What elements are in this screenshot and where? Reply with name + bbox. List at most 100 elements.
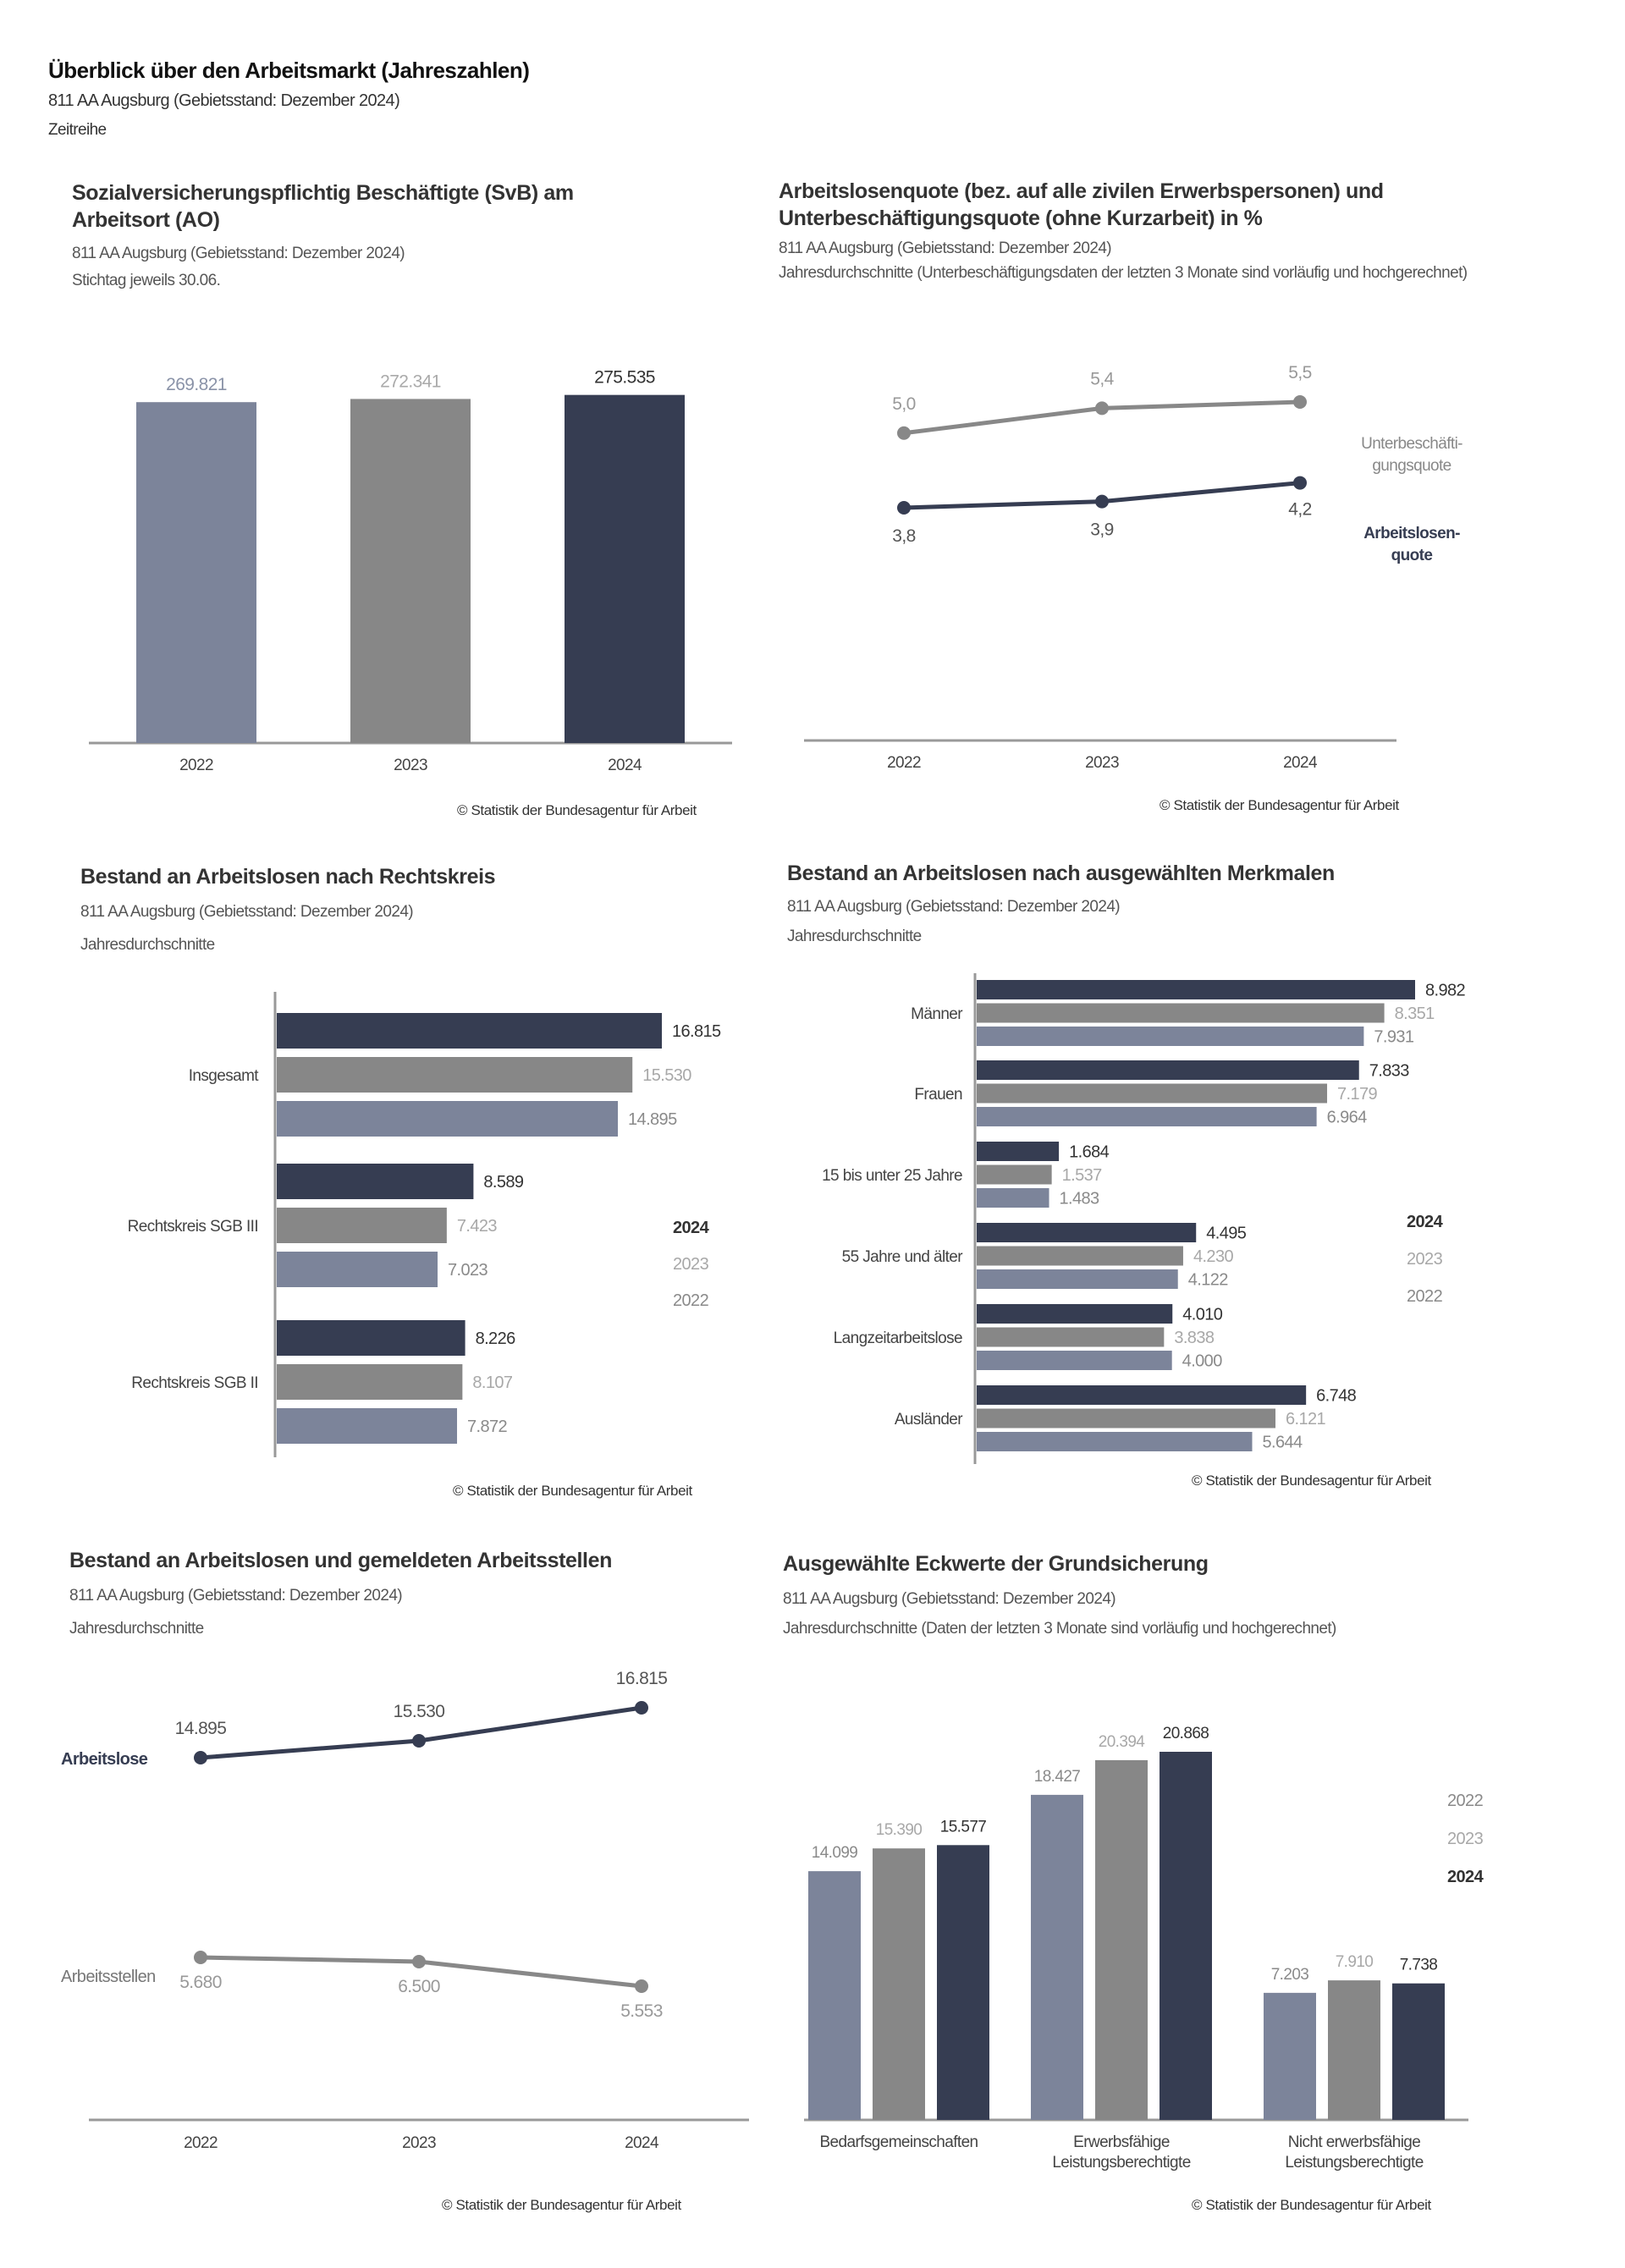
point-value-label: 16.815 bbox=[616, 1669, 668, 1688]
bar-2023 bbox=[977, 1003, 1385, 1023]
chart-note: Jahresdurchschnitte bbox=[80, 936, 215, 954]
legend-2023: 2023 bbox=[1447, 1830, 1484, 1848]
bar-2023 bbox=[1328, 1980, 1380, 2120]
chart-note: Stichtag jeweils 30.06. bbox=[72, 272, 221, 289]
category-label: Männer bbox=[911, 1005, 963, 1023]
bar-2024 bbox=[277, 1164, 474, 1199]
data-point bbox=[194, 1951, 207, 1964]
category-label: Leistungsberechtigte bbox=[1052, 2154, 1190, 2172]
bar-2024 bbox=[277, 1320, 465, 1356]
copyright: © Statistik der Bundesagentur für Arbeit bbox=[457, 802, 697, 818]
chart-title: Bestand an Arbeitslosen und gemeldeten A… bbox=[69, 1549, 612, 1572]
bar-2022 bbox=[1031, 1794, 1083, 2120]
copyright: © Statistik der Bundesagentur für Arbeit bbox=[442, 2197, 681, 2213]
category-label: Rechtskreis SGB II bbox=[131, 1374, 258, 1392]
bar-2024 bbox=[565, 394, 685, 743]
bar-2022 bbox=[277, 1252, 438, 1287]
category-label: Bedarfsgemeinschaften bbox=[819, 2133, 978, 2151]
bar-value-label: 4.000 bbox=[1182, 1352, 1223, 1371]
category-label: Langzeitarbeitslose bbox=[834, 1329, 962, 1347]
point-value-label: 5,5 bbox=[1288, 363, 1311, 383]
bar-2024 bbox=[977, 1385, 1307, 1405]
bar-value-label: 6.964 bbox=[1327, 1109, 1368, 1127]
bar-value-label: 7.931 bbox=[1374, 1028, 1414, 1047]
category-label: Nicht erwerbsfähige bbox=[1288, 2133, 1421, 2151]
bar-2023 bbox=[873, 1848, 925, 2120]
bar-value-label: 15.390 bbox=[876, 1821, 923, 1839]
bar-2023 bbox=[977, 1164, 1052, 1185]
bar-2024 bbox=[937, 1845, 989, 2120]
legend-arbeitslosenquote: quote bbox=[1391, 547, 1433, 564]
point-value-label: 3,8 bbox=[892, 526, 915, 546]
panel-grundsicherung: Ausgewählte Eckwerte der Grundsicherung … bbox=[783, 1550, 1494, 1640]
bar-value-label: 20.868 bbox=[1163, 1725, 1209, 1742]
data-point bbox=[635, 1979, 648, 1993]
bar-2023 bbox=[277, 1364, 463, 1400]
bar-2024 bbox=[1392, 1983, 1445, 2120]
x-tick-label: 2023 bbox=[402, 2134, 436, 2152]
panel-arbeitsstellen: Bestand an Arbeitslosen und gemeldeten A… bbox=[69, 1547, 746, 1640]
data-point bbox=[897, 501, 911, 515]
chart-note: Jahresdurchschnitte (Unterbeschäftigungs… bbox=[779, 264, 1468, 282]
bar-2022 bbox=[277, 1408, 458, 1444]
legend-2024: 2024 bbox=[673, 1219, 710, 1237]
category-label: Ausländer bbox=[895, 1411, 963, 1429]
bar-value-label: 18.427 bbox=[1034, 1768, 1081, 1786]
bar-2023 bbox=[1095, 1759, 1148, 2120]
bar-value-label: 4.495 bbox=[1206, 1225, 1247, 1243]
point-value-label: 14.895 bbox=[175, 1719, 227, 1738]
bar-value-label: 16.815 bbox=[672, 1022, 721, 1041]
bar-2024 bbox=[977, 1304, 1173, 1324]
copyright: © Statistik der Bundesagentur für Arbeit bbox=[1160, 797, 1399, 813]
x-tick-label: 2022 bbox=[179, 757, 213, 774]
bar-value-label: 269.821 bbox=[166, 375, 227, 394]
bar-value-label: 4.230 bbox=[1193, 1247, 1234, 1266]
bar-value-label: 7.023 bbox=[448, 1261, 488, 1280]
bar-2023 bbox=[977, 1408, 1276, 1429]
bar-value-label: 275.535 bbox=[594, 368, 655, 388]
chart-title: Sozialversicherungspflichtig Beschäftigt… bbox=[72, 181, 574, 232]
bar-2022 bbox=[136, 402, 256, 743]
data-point bbox=[194, 1751, 207, 1764]
x-tick-label: 2024 bbox=[625, 2134, 659, 2152]
chart-subtitle: 811 AA Augsburg (Gebietsstand: Dezember … bbox=[787, 898, 1121, 916]
x-tick-label: 2022 bbox=[887, 754, 921, 772]
bar-value-label: 7.203 bbox=[1271, 1966, 1309, 1984]
copyright: © Statistik der Bundesagentur für Arbeit bbox=[453, 1483, 692, 1499]
point-value-label: 5.680 bbox=[179, 1973, 222, 1992]
bar-value-label: 8.351 bbox=[1395, 1005, 1435, 1023]
chart-title: Bestand an Arbeitslosen nach Rechtskreis bbox=[80, 865, 496, 889]
legend-unterbeschaeftigung: Unterbeschäfti- bbox=[1361, 435, 1462, 453]
point-value-label: 4,2 bbox=[1288, 500, 1311, 520]
bar-2022 bbox=[808, 1871, 861, 2120]
bar-value-label: 14.895 bbox=[628, 1110, 677, 1129]
x-tick-label: 2024 bbox=[1283, 754, 1318, 772]
bar-2023 bbox=[277, 1057, 633, 1093]
bar-value-label: 6.121 bbox=[1286, 1410, 1326, 1429]
bar-value-label: 272.341 bbox=[380, 372, 441, 391]
chart-subtitle: 811 AA Augsburg (Gebietsstand: Dezember … bbox=[783, 1590, 1116, 1608]
bar-2022 bbox=[1264, 1992, 1316, 2120]
bar-value-label: 5.644 bbox=[1262, 1434, 1303, 1452]
chart-title: Arbeitslosenquote (bez. auf alle zivilen… bbox=[779, 179, 1384, 230]
data-point bbox=[412, 1734, 426, 1748]
point-value-label: 3,9 bbox=[1090, 520, 1113, 540]
bar-2024 bbox=[977, 1060, 1359, 1080]
chart-subtitle: 811 AA Augsburg (Gebietsstand: Dezember … bbox=[779, 239, 1112, 257]
bar-value-label: 3.838 bbox=[1174, 1329, 1215, 1347]
bar-value-label: 1.537 bbox=[1062, 1166, 1103, 1185]
data-point bbox=[635, 1701, 648, 1715]
legend-2024: 2024 bbox=[1447, 1868, 1485, 1886]
bar-value-label: 4.010 bbox=[1182, 1306, 1223, 1324]
chart-subtitle: 811 AA Augsburg (Gebietsstand: Dezember … bbox=[69, 1587, 403, 1605]
bar-value-label: 7.179 bbox=[1337, 1085, 1378, 1104]
bar-value-label: 8.107 bbox=[472, 1373, 513, 1392]
bar-value-label: 20.394 bbox=[1099, 1733, 1146, 1751]
bar-2024 bbox=[1160, 1752, 1212, 2120]
bar-2023 bbox=[977, 1083, 1328, 1104]
chart-subtitle: 811 AA Augsburg (Gebietsstand: Dezember … bbox=[80, 903, 414, 921]
page-title: Überblick über den Arbeitsmarkt (Jahresz… bbox=[48, 58, 530, 83]
category-label: Leistungsberechtigte bbox=[1285, 2154, 1423, 2172]
bar-2022 bbox=[977, 1432, 1253, 1451]
copyright: © Statistik der Bundesagentur für Arbeit bbox=[1192, 2197, 1431, 2213]
